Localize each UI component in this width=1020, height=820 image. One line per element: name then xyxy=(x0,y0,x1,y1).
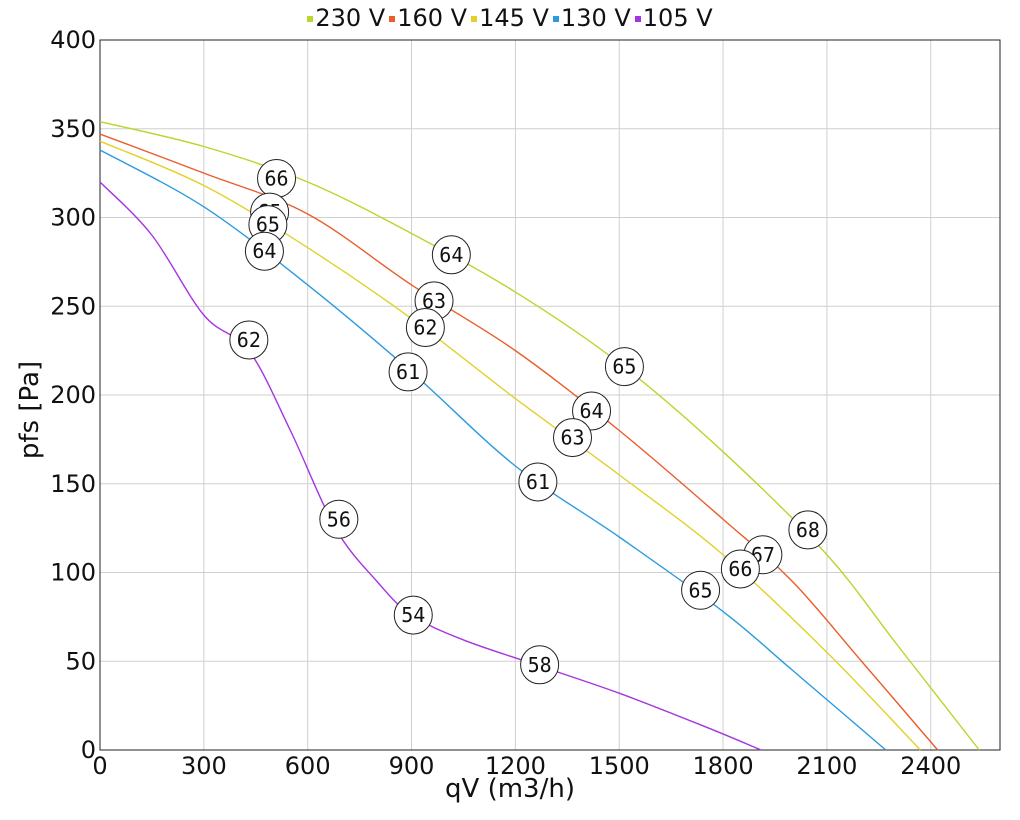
sound-level-marker: 65 xyxy=(604,347,644,387)
series-markers: 6664656865636467656263666461616562565458 xyxy=(229,158,828,685)
legend-item-145v: 145 V xyxy=(471,4,549,32)
x-tick-label: 2400 xyxy=(900,752,961,780)
marker-label: 61 xyxy=(396,360,420,384)
series-line-130v xyxy=(99,149,887,751)
sound-level-marker: 68 xyxy=(788,510,828,550)
sound-level-marker: 62 xyxy=(229,320,269,360)
x-tick-label: 0 xyxy=(92,752,107,780)
x-tick-label: 2100 xyxy=(796,752,857,780)
marker-circle xyxy=(431,235,471,275)
marker-circle xyxy=(518,462,558,502)
sound-level-marker: 64 xyxy=(572,391,612,431)
marker-circle xyxy=(405,308,445,348)
x-tick-label: 900 xyxy=(389,752,435,780)
legend-label: 105 V xyxy=(642,4,713,32)
legend-item-230v: 230 V xyxy=(307,4,385,32)
marker-label: 64 xyxy=(252,239,276,263)
marker-label: 56 xyxy=(327,507,351,531)
marker-circle xyxy=(788,510,828,550)
sound-level-marker: 61 xyxy=(518,462,558,502)
marker-label: 66 xyxy=(264,166,288,190)
marker-label: 64 xyxy=(579,399,603,423)
legend-swatch xyxy=(634,16,641,22)
legend-item-160v: 160 V xyxy=(389,4,467,32)
sound-level-marker: 64 xyxy=(431,235,471,275)
sound-level-marker: 58 xyxy=(520,645,560,685)
sound-level-marker: 62 xyxy=(405,308,445,348)
legend-label: 145 V xyxy=(479,4,549,32)
legend-swatch xyxy=(552,16,559,22)
legend-label: 160 V xyxy=(397,4,468,32)
marker-circle xyxy=(520,645,560,685)
y-tick-label: 0 xyxy=(81,736,96,764)
y-axis-ticks: 0 50 100 150 200 250 300 350 400 xyxy=(50,26,96,764)
marker-label: 66 xyxy=(728,557,752,581)
marker-circle xyxy=(553,418,592,458)
marker-circle xyxy=(319,499,359,539)
marker-label: 64 xyxy=(439,243,463,267)
y-tick-label: 400 xyxy=(50,26,96,54)
series-line-145v xyxy=(99,140,921,751)
x-tick-label: 300 xyxy=(181,752,227,780)
legend-label: 130 V xyxy=(560,4,631,32)
sound-level-marker: 61 xyxy=(388,352,428,392)
marker-circle xyxy=(393,595,433,635)
y-tick-label: 150 xyxy=(50,470,96,498)
marker-label: 65 xyxy=(612,355,636,379)
y-tick-label: 200 xyxy=(50,381,96,409)
marker-circle xyxy=(720,549,760,589)
sound-level-marker: 66 xyxy=(257,158,297,198)
series-line-105v xyxy=(99,181,762,751)
legend: 230 V 160 V 145 V 130 V 105 V xyxy=(0,4,1020,32)
marker-circle xyxy=(229,320,269,360)
x-tick-label: 1800 xyxy=(693,752,754,780)
series-line-160v xyxy=(99,133,939,751)
marker-label: 68 xyxy=(796,518,820,542)
y-tick-label: 350 xyxy=(50,115,96,143)
marker-circle xyxy=(681,570,721,610)
x-axis-label: qV (m3/h) xyxy=(445,774,575,804)
sound-level-marker: 66 xyxy=(720,549,760,589)
marker-label: 62 xyxy=(237,328,261,352)
marker-label: 62 xyxy=(413,316,437,340)
legend-item-130v: 130 V xyxy=(552,4,631,32)
sound-level-marker: 64 xyxy=(244,231,284,271)
sound-level-marker: 65 xyxy=(681,570,721,610)
plot-area-frame xyxy=(99,39,1001,751)
marker-label: 65 xyxy=(689,578,713,602)
marker-circle xyxy=(388,352,428,392)
legend-swatch xyxy=(471,16,478,22)
marker-circle xyxy=(604,347,644,387)
y-tick-label: 50 xyxy=(65,647,96,675)
x-tick-label: 1500 xyxy=(589,752,650,780)
x-tick-label: 600 xyxy=(285,752,331,780)
x-tick-label: 1200 xyxy=(485,752,546,780)
sound-level-marker: 54 xyxy=(393,595,433,635)
legend-swatch xyxy=(307,16,314,22)
marker-circle xyxy=(572,391,612,431)
gridlines xyxy=(99,39,1000,751)
sound-level-marker: 63 xyxy=(553,418,592,458)
y-axis-label: pfs [Pa] xyxy=(15,360,45,460)
y-tick-label: 100 xyxy=(50,559,96,587)
legend-label: 230 V xyxy=(315,4,386,32)
legend-swatch xyxy=(389,16,396,22)
legend-item-105v: 105 V xyxy=(634,4,713,32)
x-axis-ticks: 0 300 600 900 1200 1500 1800 2100 2400 xyxy=(92,752,961,780)
marker-circle xyxy=(244,231,284,271)
marker-label: 61 xyxy=(526,470,550,494)
y-tick-label: 300 xyxy=(50,204,96,232)
marker-label: 58 xyxy=(528,653,552,677)
y-tick-label: 250 xyxy=(50,292,96,320)
marker-label: 54 xyxy=(401,603,425,627)
sound-level-marker: 56 xyxy=(319,499,359,539)
marker-label: 63 xyxy=(560,426,584,450)
